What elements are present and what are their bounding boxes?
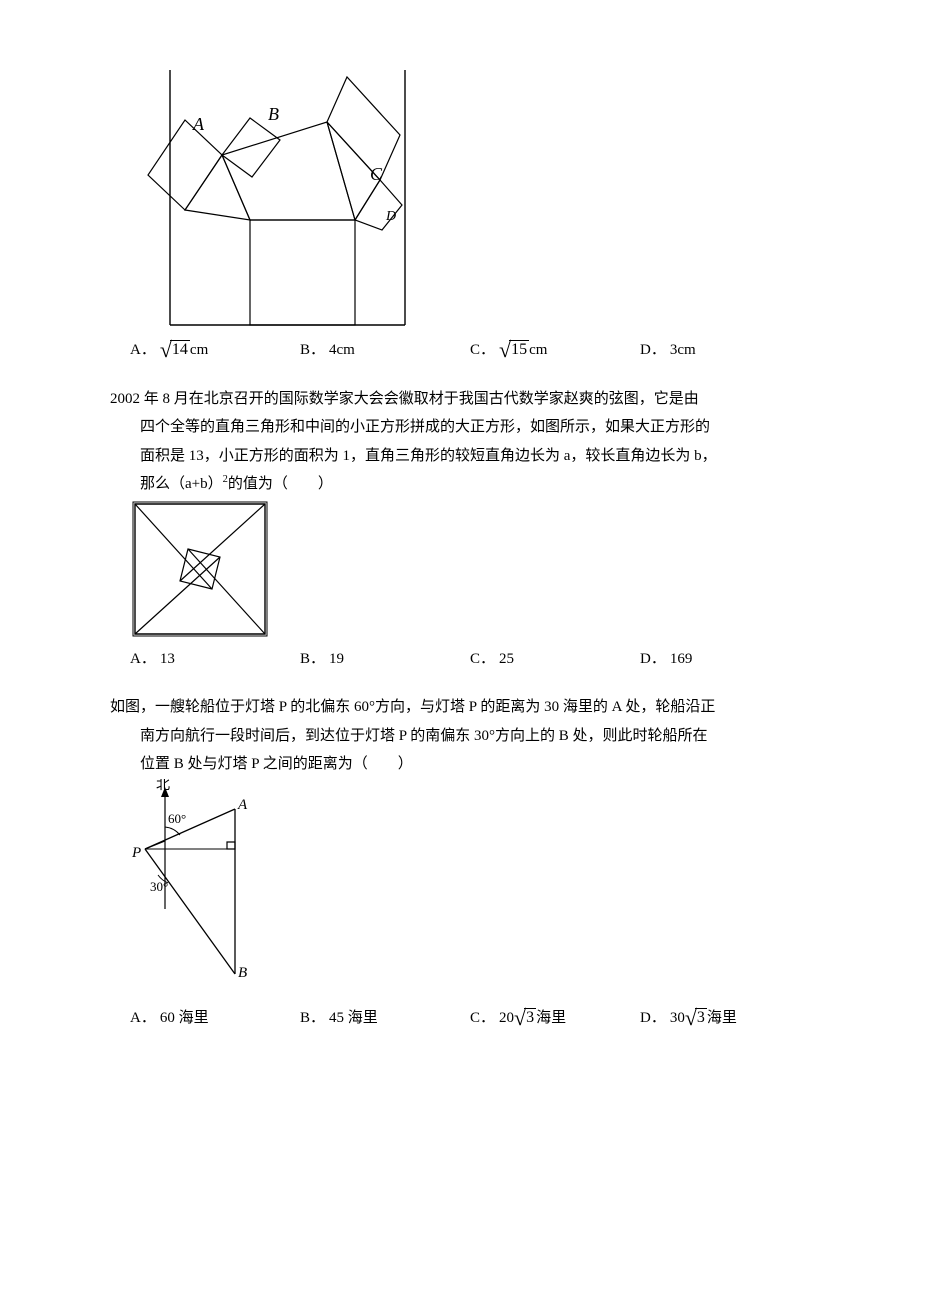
q3-option-b: B．45 海里 (300, 1004, 470, 1033)
sqrt-icon: √3 (514, 1008, 536, 1028)
svg-text:P: P (131, 845, 141, 861)
svg-text:北: 北 (156, 779, 170, 793)
svg-text:D: D (385, 209, 396, 224)
q1-option-a: A． √14 cm (130, 336, 300, 365)
q3-option-c: C． 20 √3 海里 (470, 1004, 640, 1033)
opt-label-a: A． (130, 336, 156, 365)
q3-option-a: A．60 海里 (130, 1004, 300, 1033)
q3-text-3: 位置 B 处与灯塔 P 之间的距离为（ ） (110, 750, 840, 779)
svg-text:C: C (370, 164, 383, 184)
q2-option-d: D．169 (640, 645, 810, 674)
opt-label-c: C． (470, 336, 495, 365)
sqrt-icon: √15 (499, 340, 529, 360)
svg-text:30°: 30° (150, 879, 168, 894)
q2-option-b: B．19 (300, 645, 470, 674)
sqrt-icon: √3 (685, 1008, 707, 1028)
q3-option-d: D． 30 √3 海里 (640, 1004, 810, 1033)
problem-3: 如图，一艘轮船位于灯塔 P 的北偏东 60°方向，与灯塔 P 的距离为 30 海… (80, 693, 870, 1032)
svg-text:B: B (238, 965, 247, 981)
problem-2: 2002 年 8 月在北京召开的国际数学家大会会徽取材于我国古代数学家赵爽的弦图… (80, 385, 870, 674)
q1-option-c: C． √15 cm (470, 336, 640, 365)
q3-figure: 北 60° 30° P A B (130, 779, 870, 984)
svg-text:60°: 60° (168, 811, 186, 826)
q2-options: A．13 B．19 C．25 D．169 (130, 645, 870, 674)
q3-text-2: 南方向航行一段时间后，到达位于灯塔 P 的南偏东 30°方向上的 B 处，则此时… (110, 722, 840, 751)
q2-text-4: 那么（a+b）2的值为（ ） (110, 470, 840, 499)
q2-option-a: A．13 (130, 645, 300, 674)
q1-figure: A B C D (130, 60, 870, 330)
svg-text:B: B (268, 104, 279, 124)
svg-text:A: A (192, 114, 205, 134)
q2-figure (130, 499, 870, 639)
opt-label-b: B． (300, 336, 325, 365)
q1-option-d: D． 3cm (640, 336, 810, 365)
q1-options: A． √14 cm B． 4cm C． √15 cm D． 3cm (130, 336, 870, 365)
q2-text-3: 面积是 13，小正方形的面积为 1，直角三角形的较短直角边长为 a，较长直角边长… (110, 442, 840, 471)
q2-text-1: 2002 年 8 月在北京召开的国际数学家大会会徽取材于我国古代数学家赵爽的弦图… (110, 385, 840, 414)
problem-1: A B C D A． √14 cm B． 4cm C． √15 cm D． 3cm (80, 60, 870, 365)
q2-option-c: C．25 (470, 645, 640, 674)
opt-label-d: D． (640, 336, 666, 365)
q3-text-1: 如图，一艘轮船位于灯塔 P 的北偏东 60°方向，与灯塔 P 的距离为 30 海… (110, 693, 840, 722)
sqrt-icon: √14 (160, 340, 190, 360)
q1-option-b: B． 4cm (300, 336, 470, 365)
q2-text-2: 四个全等的直角三角形和中间的小正方形拼成的大正方形，如图所示，如果大正方形的 (110, 413, 840, 442)
svg-text:A: A (237, 797, 248, 813)
q3-options: A．60 海里 B．45 海里 C． 20 √3 海里 D． 30 √3 海里 (130, 1004, 870, 1033)
